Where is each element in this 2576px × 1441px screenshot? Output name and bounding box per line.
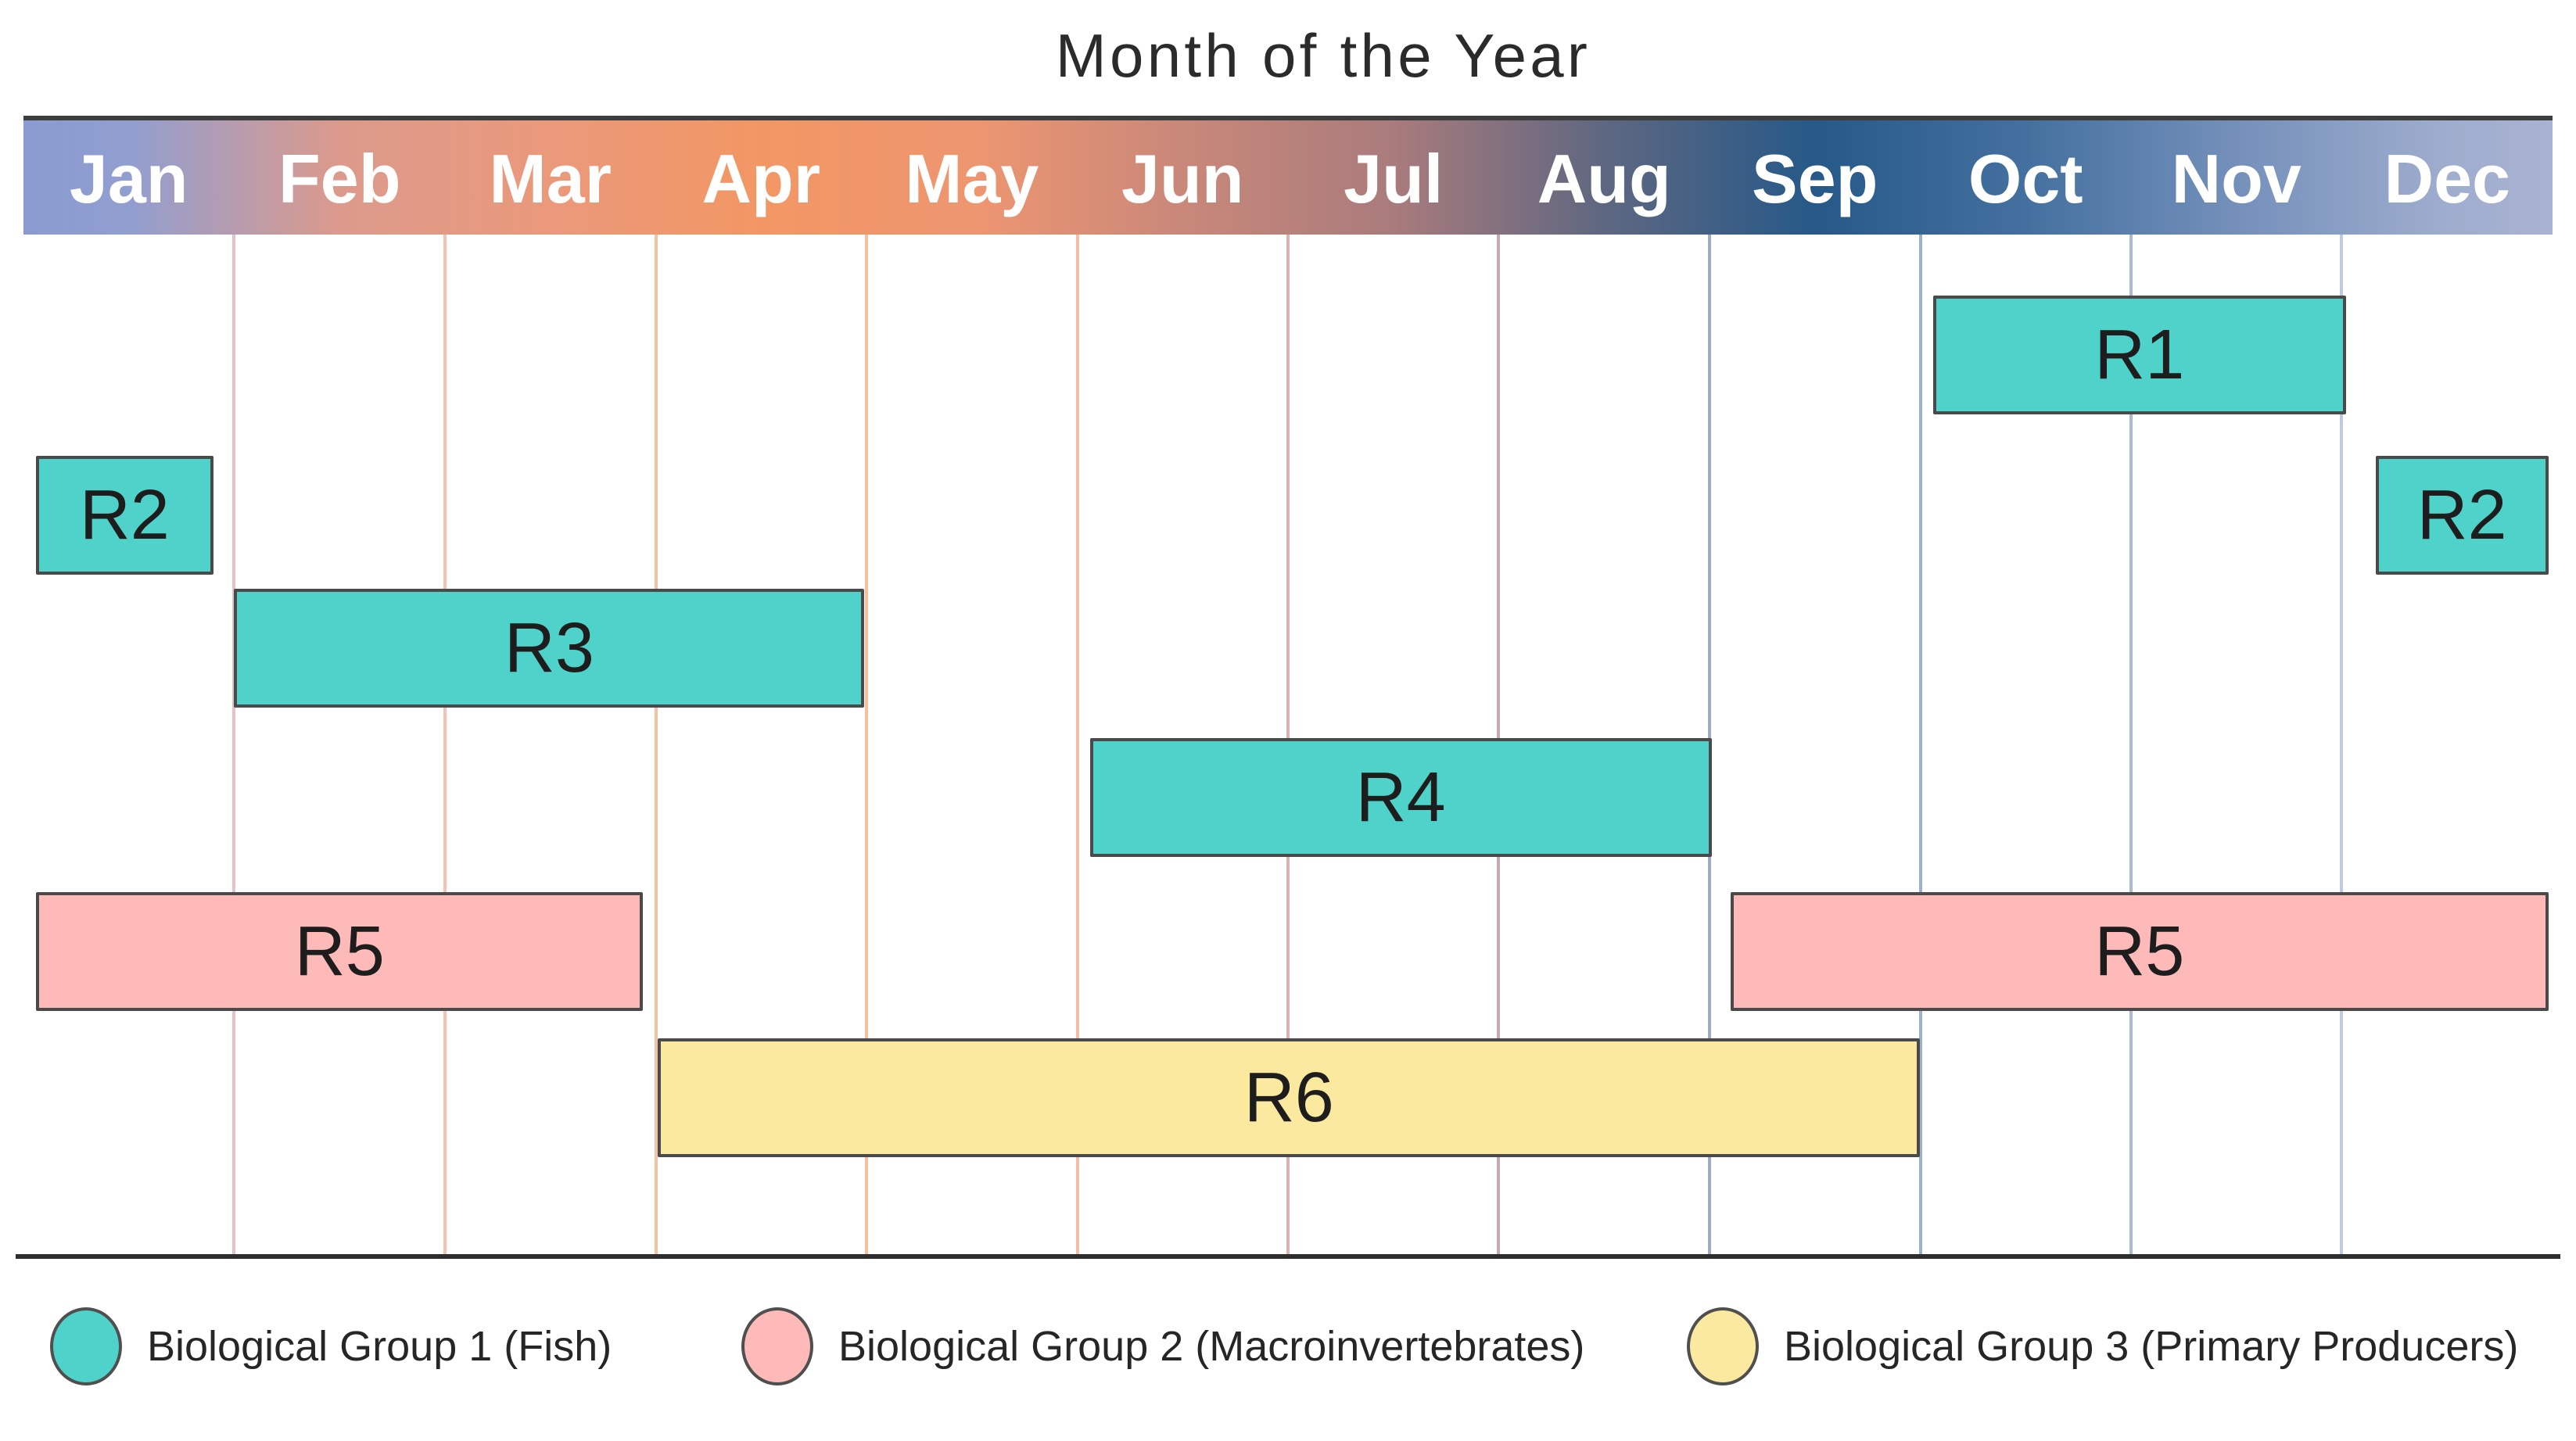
month-gridline-oct-nov	[2129, 235, 2133, 1256]
month-gridline-feb-mar	[443, 235, 447, 1256]
bar-r5-5: R5	[36, 892, 644, 1011]
bar-label: R2	[79, 475, 170, 554]
bar-r4-4: R4	[1089, 738, 1712, 857]
month-label-oct: Oct	[1968, 140, 2083, 217]
month-label-sep: Sep	[1752, 140, 1878, 217]
bar-label: R5	[2094, 912, 2185, 991]
bar-r1-0: R1	[1932, 296, 2346, 414]
bar-label: R4	[1355, 758, 1446, 837]
month-label-jul: Jul	[1344, 140, 1444, 217]
bar-r2-2: R2	[2375, 456, 2549, 575]
bar-r2-1: R2	[36, 456, 213, 575]
month-gridline-apr-may	[864, 235, 868, 1256]
month-gridline-nov-dec	[2340, 235, 2344, 1256]
bar-label: R1	[2094, 315, 2185, 394]
bar-label: R6	[1243, 1058, 1334, 1137]
month-label-may: May	[905, 140, 1039, 217]
month-gridline-may-jun	[1075, 235, 1079, 1256]
month-gridline-sep-oct	[1918, 235, 1922, 1256]
month-label-apr: Apr	[701, 140, 821, 217]
month-label-mar: Mar	[489, 140, 612, 217]
bar-r6-7: R6	[658, 1038, 1921, 1157]
bar-label: R2	[2416, 475, 2507, 554]
chart-title: Month of the Year	[1055, 21, 1591, 90]
month-label-jun: Jun	[1121, 140, 1244, 217]
month-gridline-mar-apr	[654, 235, 658, 1256]
month-label-jan: Jan	[69, 140, 188, 217]
month-label-aug: Aug	[1537, 140, 1671, 217]
month-label-dec: Dec	[2384, 140, 2510, 217]
month-gridline-jan-feb	[232, 235, 236, 1256]
month-label-nov: Nov	[2171, 140, 2302, 217]
bar-label: R3	[504, 608, 594, 687]
plot-area: R1 R2 R2 R3 R4 R5 R5 R6	[23, 0, 2553, 1441]
bar-r3-3: R3	[234, 589, 865, 708]
bar-r5-6: R5	[1730, 892, 2549, 1011]
month-label-feb: Feb	[278, 140, 401, 217]
bar-label: R5	[294, 912, 385, 991]
month-axis-header: Jan Feb Mar Apr May Jun Jul Aug Sep Oct Nov Dec	[23, 116, 2553, 235]
bottom-axis-line	[16, 1254, 2560, 1259]
